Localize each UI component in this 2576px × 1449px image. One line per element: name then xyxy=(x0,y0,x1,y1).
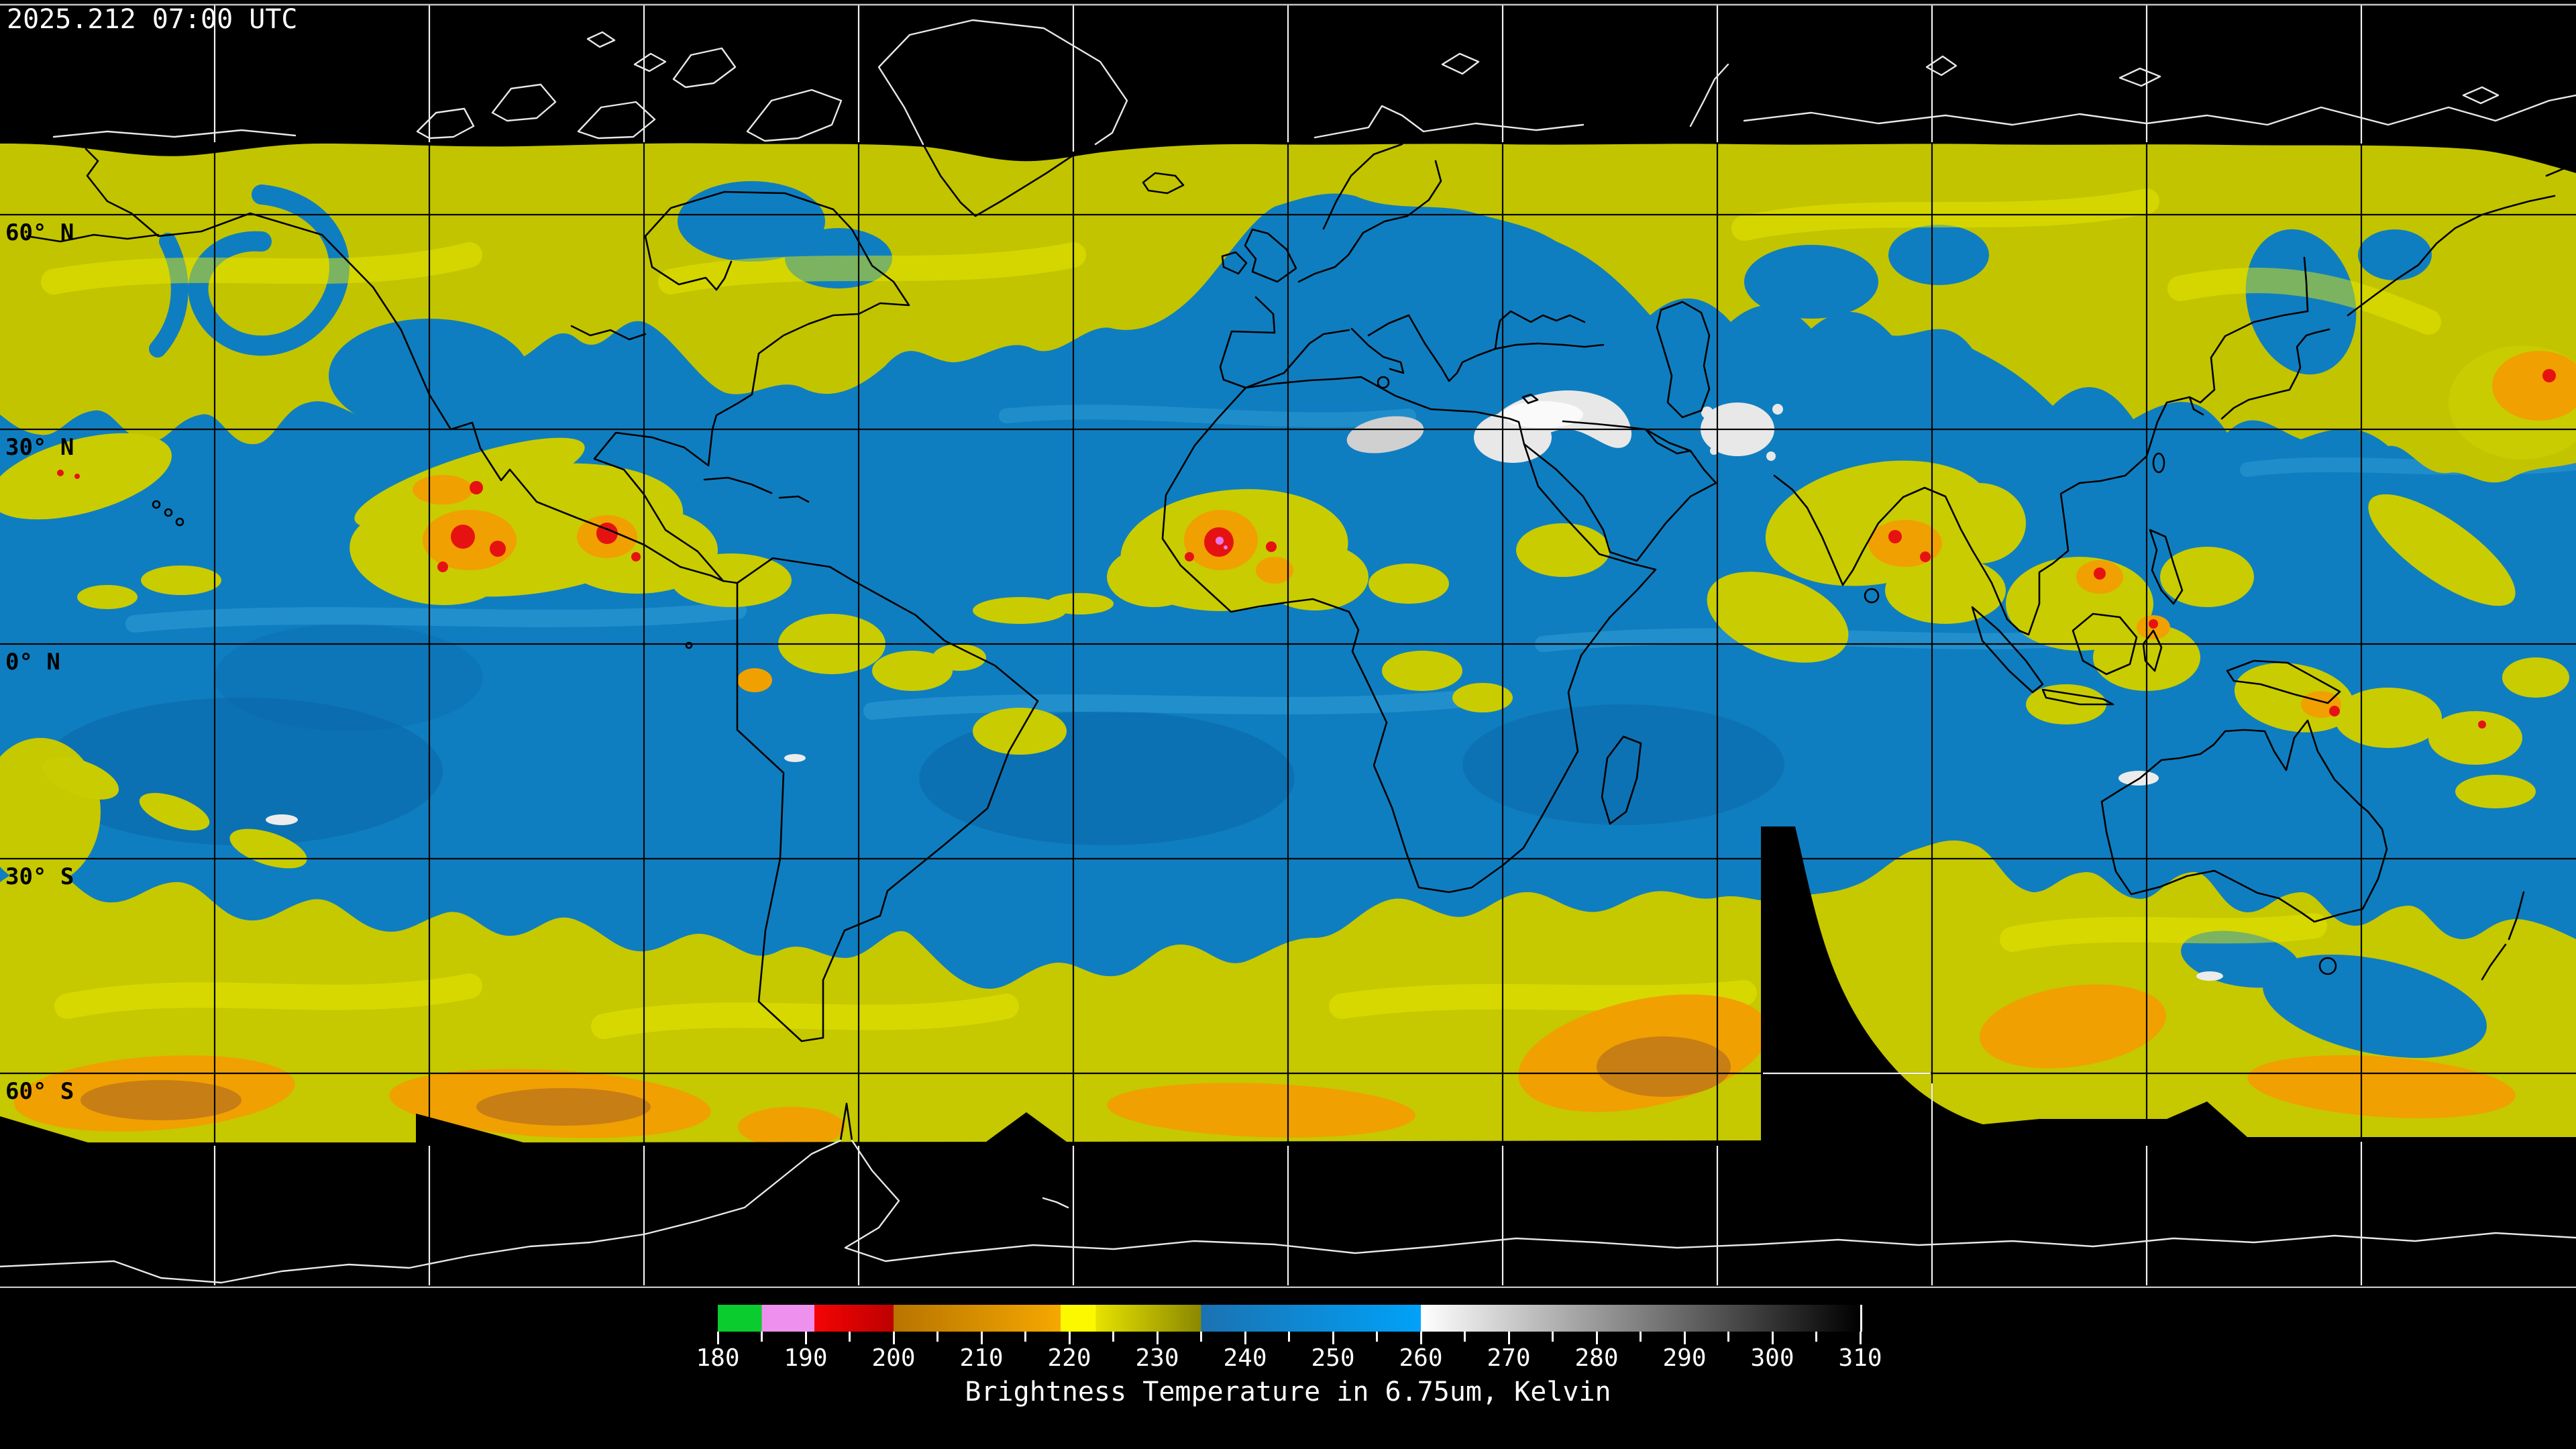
legend-tick xyxy=(1640,1332,1642,1342)
legend-tick-label: 220 xyxy=(1047,1344,1091,1372)
legend-tick-label: 180 xyxy=(696,1344,740,1372)
legend-tick xyxy=(804,1332,807,1344)
legend-tick xyxy=(849,1332,851,1342)
coastlines-layer xyxy=(25,143,2576,1142)
legend-tick xyxy=(1332,1332,1334,1344)
legend-tick-label: 260 xyxy=(1399,1344,1443,1372)
legend-tick-label: 300 xyxy=(1750,1344,1794,1372)
latitude-label-60s: 60° S xyxy=(5,1078,74,1105)
legend-tick xyxy=(892,1332,895,1344)
legend-tick xyxy=(1112,1332,1114,1342)
timestamp-label: 2025.212 07:00 UTC xyxy=(7,4,297,35)
legend-tick xyxy=(1683,1332,1686,1344)
legend-tick-label: 240 xyxy=(1223,1344,1267,1372)
legend-tick xyxy=(1376,1332,1378,1342)
legend-tick-label: 290 xyxy=(1662,1344,1707,1372)
legend-tick-label: 280 xyxy=(1574,1344,1619,1372)
polar-coastlines-layer xyxy=(0,19,2576,1284)
legend-tick xyxy=(1552,1332,1554,1342)
legend-tick xyxy=(1771,1332,1774,1344)
legend-tick xyxy=(1156,1332,1159,1344)
latitude-label-30n: 30° N xyxy=(5,434,74,461)
map-canvas: 2025.212 07:00 UTC 60° N 30° N 0° N 30° … xyxy=(0,3,2576,1288)
legend-tick xyxy=(1244,1332,1246,1344)
legend-tick-label: 250 xyxy=(1311,1344,1355,1372)
legend-tick xyxy=(761,1332,763,1342)
latitude-label-0n: 0° N xyxy=(5,649,60,676)
colorbar-legend: 180 190 200 210 220 230 240 250 260 270 280 290 300 3… xyxy=(0,1288,2576,1449)
legend-tick-label: 270 xyxy=(1487,1344,1531,1372)
legend-tick xyxy=(1419,1332,1422,1344)
graticule-dark xyxy=(0,138,2576,1144)
latitude-label-30s: 30° S xyxy=(5,863,74,890)
legend-tick-label: 210 xyxy=(959,1344,1004,1372)
legend-tick-label: 190 xyxy=(784,1344,828,1372)
legend-tick-label: 200 xyxy=(871,1344,916,1372)
legend-tick xyxy=(1068,1332,1071,1344)
legend-caption: Brightness Temperature in 6.75um, Kelvin xyxy=(965,1377,1611,1407)
latitude-label-60n: 60° N xyxy=(5,219,74,246)
legend-tick xyxy=(1288,1332,1290,1342)
legend-tick xyxy=(1200,1332,1202,1342)
legend-tick xyxy=(980,1332,983,1344)
legend-tick xyxy=(1595,1332,1598,1344)
legend-tick-label: 310 xyxy=(1838,1344,1882,1372)
colorbar xyxy=(718,1305,1862,1332)
graticule-light xyxy=(213,5,2363,1285)
legend-tick xyxy=(1727,1332,1729,1342)
legend-tick xyxy=(1464,1332,1466,1342)
legend-tick xyxy=(1815,1332,1817,1342)
legend-tick xyxy=(1859,1332,1862,1344)
legend-tick xyxy=(936,1332,938,1342)
legend-tick-label: 230 xyxy=(1135,1344,1179,1372)
legend-tick xyxy=(1024,1332,1026,1342)
legend-tick xyxy=(1507,1332,1510,1344)
legend-tick xyxy=(716,1332,719,1344)
